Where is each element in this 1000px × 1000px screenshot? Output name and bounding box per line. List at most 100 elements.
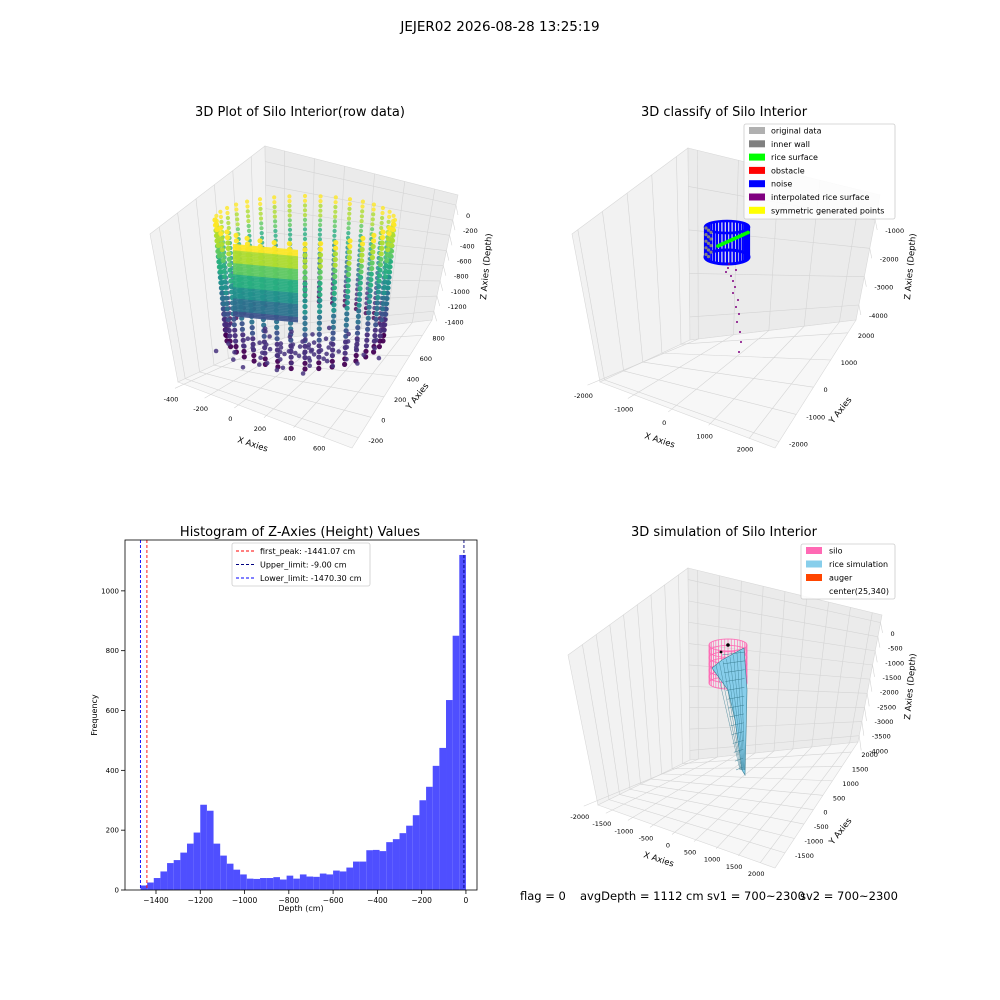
scatter-point [288, 354, 294, 360]
gridline-x [708, 326, 805, 426]
scatter-point [344, 344, 350, 350]
scatter-point [218, 236, 224, 242]
gridline-z [433, 311, 438, 322]
scatter-point [267, 334, 272, 339]
scatter-point [232, 283, 299, 293]
scatter-point [321, 356, 327, 362]
simulation-surface [708, 638, 748, 777]
scatter-point [365, 321, 371, 327]
scatter-point [302, 227, 308, 232]
scatter-point [232, 253, 299, 262]
scatter-point [377, 333, 383, 339]
scatter-point [311, 352, 317, 357]
scatter-point [302, 309, 308, 315]
scatter-point [262, 356, 268, 362]
inner-wall-points [704, 233, 708, 237]
scatter-point [331, 296, 337, 302]
scatter-point [232, 285, 299, 294]
gridline-z [874, 219, 878, 231]
scatter-point [302, 198, 308, 203]
scatter-point [332, 228, 337, 234]
gridline-x [335, 166, 345, 332]
scatter-point [359, 246, 365, 253]
gridline-x [671, 750, 775, 835]
scatter-point [278, 341, 284, 346]
y-tick-label: 0 [115, 887, 119, 895]
rice-surface-points [746, 230, 750, 235]
tick-label-z: -3000 [874, 284, 893, 292]
scatter-point [360, 199, 365, 204]
scatter-point [287, 213, 292, 218]
tick-label-y: 800 [432, 334, 444, 342]
inner-wall-points [706, 248, 711, 252]
scatter-point [379, 311, 385, 317]
gridline-x [792, 596, 808, 750]
scatter-point [233, 238, 239, 244]
scatter-point [371, 207, 376, 212]
tick-label-y: -1500 [795, 852, 814, 860]
scatter-point [274, 336, 280, 342]
scatter-point [258, 216, 264, 221]
scatter-point [232, 296, 299, 305]
gridline-z [864, 276, 867, 287]
interp-points [725, 271, 727, 273]
scatter-point [302, 241, 308, 247]
scatter-point [302, 213, 308, 218]
scatter-point [345, 271, 352, 278]
scatter-point [288, 365, 294, 372]
scatter-point [264, 360, 270, 366]
scatter-point [333, 209, 338, 214]
scatter-point [257, 340, 263, 346]
tick-label-y: 1500 [852, 765, 869, 773]
inner-wall-points [709, 250, 713, 254]
scatter-point [345, 283, 351, 289]
tick-label-y: -1000 [804, 837, 823, 845]
gridline-z [446, 250, 450, 261]
scatter-point [370, 227, 375, 232]
center-marker [719, 650, 723, 654]
scatter-point [232, 314, 299, 323]
scatter-point [225, 215, 230, 221]
gridline-z [443, 265, 447, 276]
histogram-bar [419, 800, 427, 890]
scatter-point [296, 353, 302, 359]
histogram-bar [379, 851, 387, 890]
gridline-z [689, 721, 862, 730]
scatter-point [302, 315, 308, 321]
scatter-point [331, 313, 337, 319]
histogram-bar [266, 878, 274, 890]
tick-label-y: 0 [823, 809, 827, 817]
histogram-bar [200, 804, 207, 890]
scatter-point [223, 295, 229, 301]
scatter-point [302, 292, 308, 298]
gridline-y [577, 229, 605, 380]
histogram-bar [459, 554, 466, 890]
gridline-z [864, 707, 867, 722]
histogram-bar [286, 875, 294, 890]
legend-label: original data [771, 127, 822, 136]
scatter-point [318, 199, 323, 204]
scatter-point [278, 357, 283, 362]
scatter-point [220, 252, 226, 258]
tick-label-x: -2000 [570, 813, 589, 821]
scatter-point [307, 358, 313, 363]
scatter-point [356, 297, 362, 303]
status-sv2: sv2 = 700~2300 [800, 889, 898, 903]
scatter-point [317, 297, 323, 303]
histogram-bar [193, 832, 201, 890]
scatter-point [258, 206, 263, 211]
scatter-point [224, 234, 231, 241]
scatter-point [246, 214, 251, 219]
legend-simulation-frame [800, 543, 896, 600]
legend-label: Upper_limit: -9.00 cm [260, 561, 347, 570]
scatter-point [356, 302, 362, 308]
scatter-point [232, 266, 299, 275]
gridline-y [623, 614, 641, 785]
rice-simulation-mesh [729, 656, 743, 771]
scatter-point [232, 350, 237, 355]
scatter-point [384, 252, 390, 258]
scatter-point [246, 223, 251, 229]
scatter-point [272, 214, 277, 219]
rice-simulation-mesh [719, 662, 741, 771]
scatter-point [250, 336, 256, 342]
